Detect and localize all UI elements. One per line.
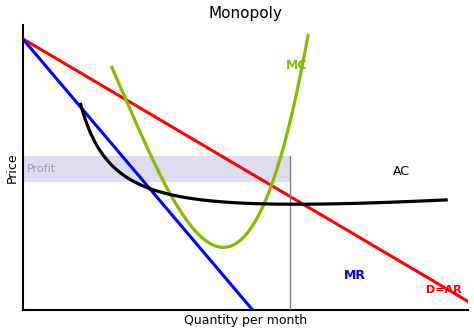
Text: MR: MR (344, 269, 365, 282)
Text: D=AR: D=AR (426, 285, 462, 295)
Y-axis label: Price: Price (6, 152, 18, 183)
Text: AC: AC (392, 165, 410, 178)
Text: Profit: Profit (27, 164, 56, 174)
Text: MC: MC (286, 59, 307, 72)
Title: Monopoly: Monopoly (209, 6, 283, 21)
X-axis label: Quantity per month: Quantity per month (184, 314, 307, 327)
Bar (23, 156, 290, 182)
